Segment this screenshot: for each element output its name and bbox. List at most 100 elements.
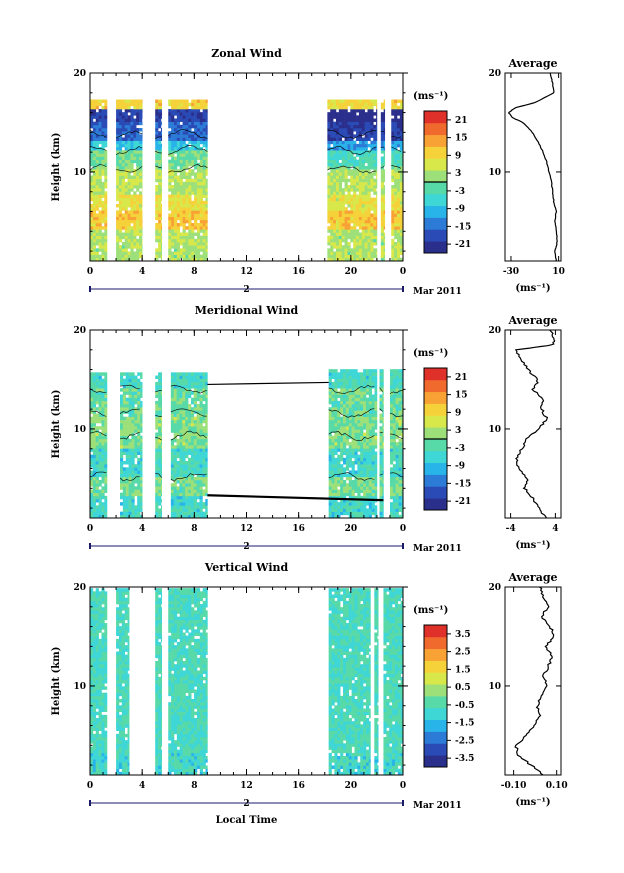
colorbar: 21 15 9 3 -3 -9 -15 -21 (ms⁻¹) bbox=[413, 91, 471, 254]
colorbar-swatch bbox=[424, 415, 447, 428]
colorbar-swatch bbox=[424, 755, 447, 768]
y-axis-title: Height (km) bbox=[51, 133, 62, 202]
colorbar-tick-label: 3.5 bbox=[455, 630, 471, 640]
x-tick-label: 12 bbox=[240, 267, 253, 277]
colorbar-swatch bbox=[424, 170, 447, 183]
day-label: 2 bbox=[243, 542, 249, 552]
panel-title: Meridional Wind bbox=[195, 304, 299, 317]
colorbar-swatch bbox=[424, 462, 447, 475]
colorbar-tick-label: -1.5 bbox=[455, 719, 474, 729]
x-tick-label: 4 bbox=[139, 781, 145, 791]
colorbar-swatch bbox=[424, 193, 447, 207]
x-tick-label: 0 bbox=[400, 524, 406, 534]
profile-line bbox=[514, 329, 556, 519]
colorbar-swatch bbox=[424, 439, 447, 452]
colorbar-swatch bbox=[424, 498, 447, 511]
y-tick-label: 20 bbox=[73, 583, 86, 593]
x-tick-label: 0 bbox=[87, 781, 93, 791]
profile-y-tick-label: 20 bbox=[488, 69, 501, 79]
colorbar-frame bbox=[423, 624, 448, 768]
x-tick-label: 12 bbox=[240, 524, 253, 534]
y-axis-title: Height (km) bbox=[51, 647, 62, 716]
x-tick-label: 0 bbox=[400, 267, 406, 277]
x-tick-label: 16 bbox=[292, 781, 305, 791]
profile-title: Average bbox=[507, 571, 557, 584]
profile-y-tick-label: 20 bbox=[488, 583, 501, 593]
profile-x-tick-label: 10 bbox=[552, 267, 565, 277]
y-tick-label: 20 bbox=[73, 69, 86, 79]
colorbar-swatch bbox=[424, 134, 447, 147]
colorbar-swatch bbox=[424, 158, 447, 171]
colorbar-tick-label: 3 bbox=[455, 169, 461, 179]
colorbar-swatch bbox=[424, 450, 447, 464]
panel-2: Meridional Wind 20 10 Height (km) 0 4 8 12 16 20 0… bbox=[51, 304, 562, 554]
y-tick-label: 10 bbox=[73, 425, 86, 435]
colorbar-tick-label: -21 bbox=[455, 240, 471, 250]
y-tick-label: 10 bbox=[73, 168, 86, 178]
profile-x-tick-label: -30 bbox=[503, 267, 519, 277]
x-tick-label: 0 bbox=[87, 267, 93, 277]
profile-line bbox=[514, 586, 555, 776]
panel-1: Zonal Wind 20 10 Height (km) 0 4 8 12 16 20 0 2 Mar … bbox=[51, 47, 565, 297]
colorbar-tick-label: -3.5 bbox=[455, 754, 474, 764]
colorbar-tick-label: 1.5 bbox=[455, 665, 471, 675]
colorbar-swatch bbox=[424, 368, 447, 381]
profile-panel: Average 20 10 -4 4(ms⁻¹) bbox=[488, 314, 562, 551]
colorbar-swatch bbox=[424, 379, 447, 393]
colorbar: 21 15 9 3 -3 -9 -15 -21 (ms⁻¹) bbox=[413, 348, 471, 511]
colorbar-swatch bbox=[424, 684, 447, 697]
profile-line bbox=[508, 72, 558, 262]
colorbar-tick-label: 21 bbox=[455, 116, 468, 126]
colorbar-tick-label: 2.5 bbox=[455, 648, 471, 658]
colorbar-swatch bbox=[424, 146, 447, 159]
colorbar-tick-label: -0.5 bbox=[455, 701, 474, 711]
profile-frame bbox=[504, 72, 562, 262]
colorbar-swatch bbox=[424, 205, 447, 218]
x-tick-label: 4 bbox=[139, 524, 145, 534]
x-tick-label: 8 bbox=[191, 267, 197, 277]
colorbar-swatch bbox=[424, 474, 447, 487]
colorbar-swatch bbox=[424, 696, 447, 709]
colorbar-swatch bbox=[424, 391, 447, 404]
colorbar: 3.5 2.5 1.5 0.5 -0.5 -1.5 -2.5 -3.5 (ms⁻¹) bbox=[413, 605, 474, 768]
profile-x-tick-label: -4 bbox=[506, 524, 516, 534]
y-axis-title: Height (km) bbox=[51, 390, 62, 459]
colorbar-tick-label: 9 bbox=[455, 408, 461, 418]
month-label: Mar 2011 bbox=[413, 544, 462, 554]
profile-units: (ms⁻¹) bbox=[515, 797, 550, 808]
colorbar-tick-label: -9 bbox=[455, 205, 465, 215]
profile-units: (ms⁻¹) bbox=[515, 540, 550, 551]
colorbar-swatch bbox=[424, 672, 447, 685]
gap-line-upper bbox=[207, 381, 329, 386]
y-tick-label: 20 bbox=[73, 326, 86, 336]
profile-panel: Average 20 10 -0.10 0.10 (ms⁻¹) bbox=[488, 571, 567, 808]
colorbar-tick-label: 15 bbox=[455, 391, 468, 401]
x-tick-label: 12 bbox=[240, 781, 253, 791]
x-tick-label: 16 bbox=[292, 524, 305, 534]
profile-x-tick-label: 0.10 bbox=[546, 781, 568, 791]
x-tick-label: 4 bbox=[139, 267, 145, 277]
colorbar-tick-label: -15 bbox=[455, 222, 471, 232]
colorbar-tick-label: 3 bbox=[455, 426, 461, 436]
colorbar-tick-label: -3 bbox=[455, 187, 465, 197]
panel-title: Vertical Wind bbox=[204, 561, 289, 574]
x-tick-label: 0 bbox=[400, 781, 406, 791]
colorbar-swatch bbox=[424, 427, 447, 440]
profile-y-tick-label: 10 bbox=[488, 425, 501, 435]
x-tick-label: 16 bbox=[292, 267, 305, 277]
y-tick-label: 10 bbox=[73, 682, 86, 692]
colorbar-swatch bbox=[424, 241, 447, 254]
colorbar-swatch bbox=[424, 217, 447, 230]
colorbar-swatch bbox=[424, 229, 447, 242]
profile-x-tick-label: 4 bbox=[552, 524, 558, 534]
colorbar-swatch bbox=[424, 731, 447, 744]
colorbar-swatch bbox=[424, 648, 447, 661]
colorbar-tick-label: 15 bbox=[455, 134, 468, 144]
day-label: 2 bbox=[243, 799, 249, 809]
colorbar-swatch bbox=[424, 625, 447, 638]
colorbar-units: (ms⁻¹) bbox=[413, 91, 448, 102]
colorbar-swatch bbox=[424, 403, 447, 416]
colorbar-swatch bbox=[424, 719, 447, 732]
